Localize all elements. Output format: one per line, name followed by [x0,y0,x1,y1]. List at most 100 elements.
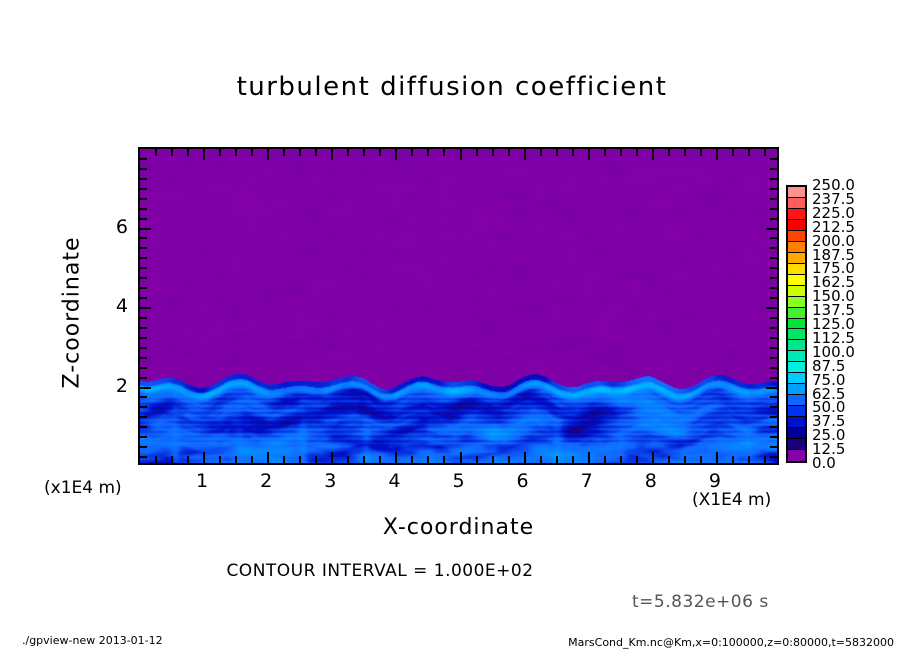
y-tick-right [770,456,777,459]
colorbar-tick-label: 0.0 [812,454,836,472]
x-tick-top [699,149,702,156]
y-tick [140,376,147,379]
colorbar-band [788,241,805,253]
footer-command: ./gpview-new 2013-01-12 [22,634,163,647]
x-tick [667,456,670,463]
colorbar-tick-label: 50.0 [812,398,846,417]
x-tick [603,456,606,463]
y-tick [140,277,147,280]
colorbar-band [788,406,805,418]
y-tick-right [770,416,777,419]
y-tick-right [770,297,777,300]
x-tick-top [299,149,302,156]
x-tick [267,452,270,463]
y-tick-right [770,346,777,349]
x-tick-top [379,149,382,156]
y-tick-label: 2 [115,374,128,397]
page-title: turbulent diffusion coefficient [236,72,668,102]
x-tick-top [171,149,174,156]
y-tick-right [770,376,777,379]
x-tick [763,456,766,463]
contour-interval-note: CONTOUR INTERVAL = 1.000E+02 [226,561,534,581]
colorbar-tick-label: 225.0 [812,203,855,222]
x-tick-top [331,149,334,160]
x-tick-label: 8 [644,470,657,492]
x-tick [747,456,750,463]
colorbar-tick-label: 237.5 [812,189,855,208]
x-tick-top [251,149,254,156]
colorbar-band [788,395,805,407]
colorbar-tick-label: 175.0 [812,259,855,278]
x-tick [331,452,334,463]
x-tick-top [395,149,398,160]
x-tick-top [635,149,638,156]
x-tick [731,456,734,463]
y-tick-right [770,167,777,170]
x-tick [283,456,286,463]
x-tick-top [619,149,622,156]
x-tick [475,456,478,463]
x-tick [587,452,590,463]
x-tick-label: 9 [708,470,721,492]
x-tick [235,456,238,463]
x-tick [443,456,446,463]
colorbar-tick-label: 75.0 [812,370,846,389]
x-tick-top [459,149,462,160]
y-tick-right [766,386,777,389]
y-tick-label: 4 [115,295,128,317]
colorbar-tick-label: 150.0 [812,287,855,306]
colorbar-tick-label: 37.5 [812,412,846,431]
colorbar-tick-label: 250.0 [812,176,855,194]
x-tick [395,452,398,463]
y-tick [140,227,151,230]
y-tick-right [770,187,777,190]
x-tick-label: 4 [388,470,401,492]
x-tick [411,456,414,463]
x-axis-unit: (X1E4 m) [692,490,772,510]
colorbar-band [788,384,805,396]
x-tick-label: 3 [324,470,337,492]
x-tick [347,456,350,463]
x-tick-top [411,149,414,156]
x-tick [187,456,190,463]
x-tick-top [587,149,590,160]
y-tick-label: 6 [115,215,128,238]
x-tick [459,452,462,463]
colorbar-band [788,285,805,297]
y-tick [140,297,147,300]
y-tick [140,336,147,339]
colorbar-tick-label: 200.0 [812,231,855,250]
colorbar-tick-label: 112.5 [812,328,855,347]
y-tick [140,456,147,459]
x-tick-top [443,149,446,156]
x-tick-top [523,149,526,160]
x-tick-top [235,149,238,156]
x-tick-top [731,149,734,156]
y-tick-right [770,287,777,290]
x-tick-label: 5 [452,470,465,492]
x-tick-top [491,149,494,156]
x-tick [299,456,302,463]
y-tick [140,436,147,439]
y-tick-right [770,177,777,180]
y-tick [140,396,147,399]
y-tick-right [770,197,777,200]
y-tick [140,366,147,369]
y-tick-right [766,307,777,309]
x-tick [523,452,526,463]
colorbar-band [788,263,805,275]
y-tick-right [770,436,777,439]
colorbar-tick-label: 137.5 [812,301,855,320]
colorbar-band [788,373,805,385]
colorbar-band [788,428,805,440]
x-tick-top [539,149,542,156]
x-tick [219,456,222,463]
x-tick-top [667,149,670,156]
y-tick-right [770,356,777,359]
x-tick-label: 7 [580,470,593,492]
colorbar-band [788,230,805,242]
x-tick [171,456,174,463]
y-tick-right [770,217,777,220]
x-tick-top [155,149,158,156]
x-tick-top [283,149,286,156]
